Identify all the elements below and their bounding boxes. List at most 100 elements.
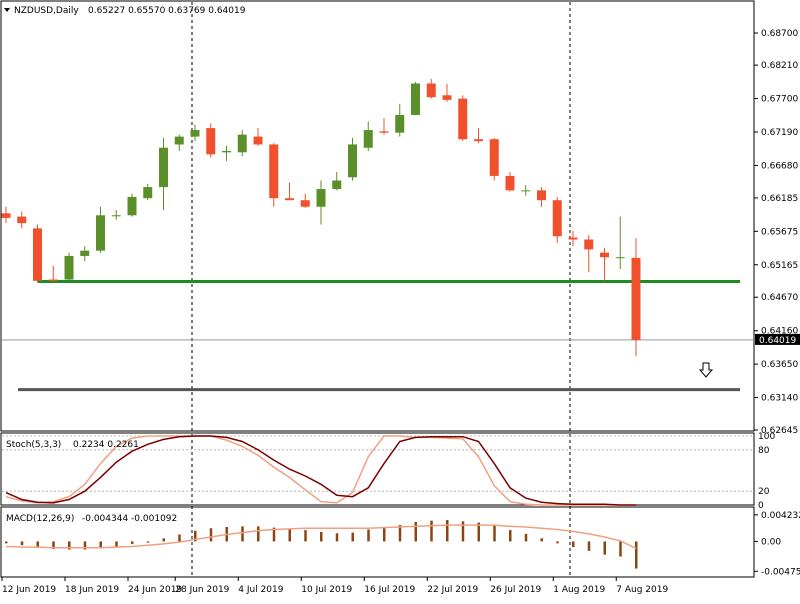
stoch-tick-label: 80 [758,446,770,456]
macd-bar [446,520,449,542]
macd-bar [194,530,197,542]
macd-bar [241,526,244,542]
time-tick-label: 12 Jun 2019 [2,585,56,595]
macd-bar [635,541,638,569]
menu-triangle-icon[interactable] [4,8,10,12]
candle-body [568,237,578,240]
time-tick-label: 1 Aug 2019 [553,585,605,595]
macd-label: MACD(12,26,9) [6,514,74,524]
chart-header: NZDUSD,Daily 0.65227 0.65570 0.63769 0.6… [4,6,246,16]
price-tick-label: 0.64670 [761,293,798,303]
macd-bar [619,541,622,557]
candle-body [190,130,200,137]
candle-body [379,131,389,133]
macd-bar [257,526,260,542]
time-tick-label: 10 Jul 2019 [301,585,352,595]
stoch-tick-label: 0 [758,501,764,511]
candle-body [615,257,625,259]
candle-body [80,250,90,256]
price-tick-label: 0.66185 [761,194,798,204]
time-tick-label: 26 Jul 2019 [490,585,541,595]
candle-body [458,98,468,140]
price-tick-label: 0.65165 [761,261,798,271]
macd-panel: 0.004232 0.00 -0.004752 [5,511,800,577]
candle-body [64,255,74,280]
macd-bar [414,521,417,542]
stoch-main-line [5,435,636,506]
price-panel-frame [0,0,755,432]
price-tick-label: 0.62645 [761,426,798,436]
macd-bar [587,541,591,551]
macd-panel-frame [0,506,755,578]
macd-bar [36,541,39,548]
candle-body [442,95,452,100]
stoch-values: 0.2234 0.2261 [73,440,139,450]
macd-bar [367,529,370,542]
candle-body [316,189,326,207]
candle-body [17,216,27,224]
symbol-title: NZDUSD,Daily [14,6,79,16]
current-price-label: 0.64019 [759,336,796,346]
candle-body [253,136,263,145]
ohlc-values: 0.65227 0.65570 0.63769 0.64019 [88,6,246,16]
macd-bar [461,521,465,542]
stoch-panel-frame [0,432,755,506]
macd-bar [351,532,354,542]
time-tick-label: 28 Jun 2019 [175,585,229,595]
macd-bar [430,520,433,542]
macd-bar [68,541,71,550]
candle-body [631,257,641,340]
time-tick-label: 4 Jul 2019 [238,585,283,595]
macd-signal-line [5,524,637,549]
candle-body [600,252,609,258]
candle-body [1,213,11,218]
candle-body [474,139,483,142]
price-tick-label: 0.64160 [761,327,798,337]
support-line [18,279,740,392]
macd-bar [288,528,291,542]
macd-tick-label: 0.004232 [761,511,800,521]
candle-body [222,151,231,153]
candle-body [363,130,373,148]
macd-bar [162,538,165,542]
macd-tick-label: -0.004752 [761,567,800,577]
candle-body [143,187,153,199]
macd-bar [115,541,118,547]
macd-bar [509,530,512,542]
stoch-tick-label: 100 [758,432,775,442]
candle-body [537,190,546,201]
price-tick-label: 0.68210 [761,61,798,71]
time-tick-label: 18 Jun 2019 [65,585,119,595]
time-tick-label: 7 Aug 2019 [616,585,668,595]
candle-body [521,190,531,192]
macd-bar [603,541,606,555]
candle-body [285,198,294,201]
candle-body [96,215,105,251]
macd-bar [572,541,575,548]
macd-values: -0.004344 -0.001092 [82,514,177,524]
time-tick-label: 16 Jul 2019 [364,585,415,595]
candle-body [332,180,342,190]
candle-body [269,144,279,199]
time-tick-label: 24 Jun 2019 [128,585,182,595]
macd-bar [20,541,24,546]
candle-body [48,279,58,281]
stoch-signal-line [5,435,636,506]
candle-body [411,83,420,115]
macd-bar [493,525,496,542]
down-arrow-icon[interactable] [698,362,714,378]
candle-body [111,215,121,217]
price-tick-label: 0.63650 [761,360,798,370]
candle-body [489,139,499,176]
candles [1,78,641,357]
price-tick-label: 0.67190 [761,128,798,138]
macd-bar [304,530,307,542]
price-tick-label: 0.63140 [761,394,798,404]
macd-bar [83,541,87,550]
macd-bar [131,541,134,544]
macd-bar [178,534,181,542]
stoch-panel: 100 80 20 0 [2,432,775,511]
time-tick-label: 22 Jul 2019 [427,585,478,595]
